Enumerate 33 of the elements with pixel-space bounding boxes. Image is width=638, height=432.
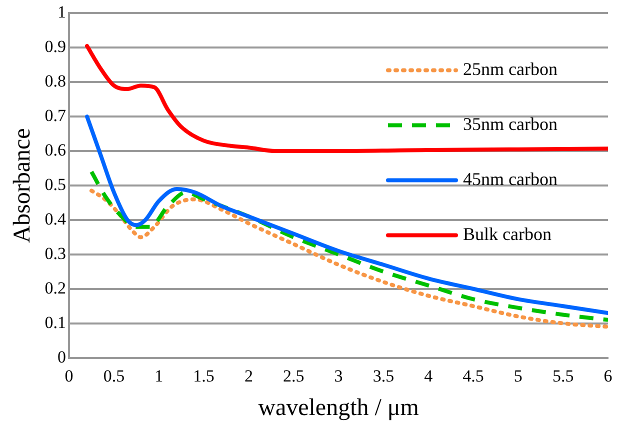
- line-series: [85, 114, 608, 315]
- legend-label: Bulk carbon: [463, 224, 552, 244]
- x-tick-label: 3: [334, 366, 343, 386]
- x-tick-label: 4: [424, 366, 434, 386]
- x-tick-label: 5: [514, 366, 522, 386]
- x-tick-label: 4.5: [462, 366, 484, 386]
- y-tick-label: 0.3: [44, 244, 66, 263]
- legend-label: 35nm carbon: [463, 114, 558, 134]
- y-tick-label: 0.6: [44, 140, 66, 160]
- y-tick-label: 0: [58, 347, 66, 366]
- x-tick-label: 5.5: [552, 366, 574, 386]
- x-tick-label: 3.5: [372, 366, 394, 386]
- x-tick-label: 1.5: [193, 366, 214, 386]
- line-series: [90, 188, 608, 329]
- line-series: [85, 44, 608, 154]
- x-tick-label: 6: [604, 366, 612, 386]
- y-tick-label: 0.4: [44, 209, 67, 228]
- y-tick-label: 0.5: [44, 174, 66, 194]
- x-tick-label: 2.5: [282, 366, 304, 386]
- x-tick-label: 1: [154, 366, 164, 386]
- y-tick-label: 0.2: [44, 278, 66, 298]
- y-axis-title: Absorbance: [10, 128, 36, 243]
- y-tick-label: 0.9: [44, 37, 66, 56]
- x-tick-label: 0.5: [103, 366, 125, 386]
- line-series: [90, 170, 608, 322]
- legend-label: 45nm carbon: [463, 168, 558, 189]
- y-tick-label: 0.1: [44, 312, 66, 332]
- legend-label: 25nm carbon: [463, 58, 558, 79]
- y-tick-label: 0.7: [44, 106, 67, 126]
- y-tick-label: 0.8: [44, 72, 66, 91]
- x-tick-label: 2: [244, 366, 253, 386]
- y-tick-label: 1: [58, 2, 66, 22]
- x-axis-title: wavelength / μm: [258, 394, 420, 421]
